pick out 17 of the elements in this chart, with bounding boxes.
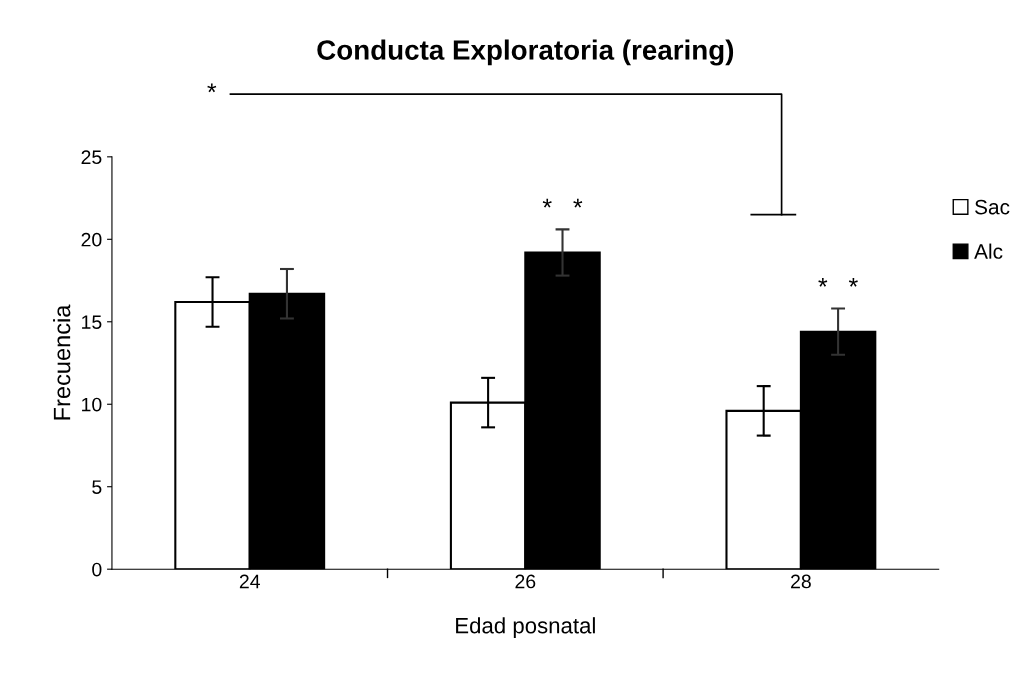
annotation: * * xyxy=(542,198,583,208)
chart-title: Conducta Exploratoria (rearing) xyxy=(317,39,734,66)
y-tick-label: 0 xyxy=(92,562,102,577)
legend-label: Alc xyxy=(974,243,1003,259)
y-tick-label: 10 xyxy=(82,397,102,412)
text: * xyxy=(207,83,217,93)
y-axis-title: Frecuencia xyxy=(53,304,71,420)
x-tick-label: 24 xyxy=(239,574,260,589)
annotation: * * xyxy=(818,277,858,287)
x-tick-label: 28 xyxy=(791,574,811,589)
y-tick-label: 15 xyxy=(82,315,102,330)
x-tick-label: 26 xyxy=(515,574,536,589)
y-tick-label: 25 xyxy=(81,150,102,165)
x-axis-title: Edad posnatal xyxy=(456,617,595,638)
y-tick-label: 20 xyxy=(81,232,102,247)
legend-label: Sac xyxy=(975,199,1010,215)
y-tick-label: 5 xyxy=(92,480,102,494)
